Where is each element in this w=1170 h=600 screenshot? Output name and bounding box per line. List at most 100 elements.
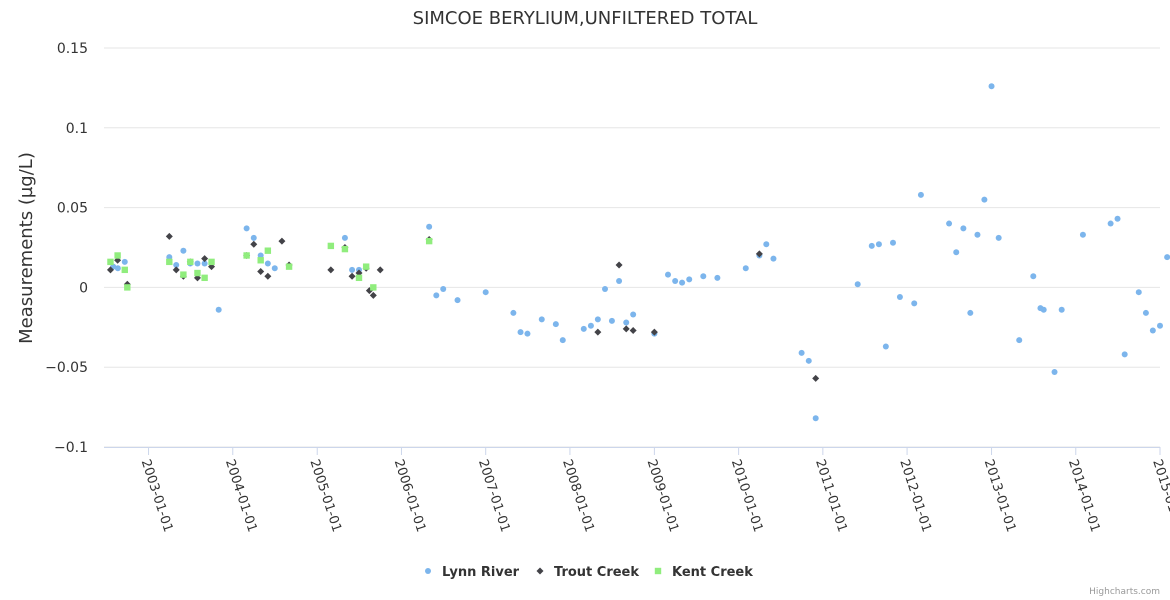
data-point-lynn-river[interactable] — [1164, 254, 1170, 261]
data-point-lynn-river[interactable] — [257, 252, 264, 259]
data-point-lynn-river[interactable] — [243, 225, 250, 232]
data-point-kent-creek[interactable] — [327, 242, 335, 250]
data-point-kent-creek[interactable] — [107, 258, 114, 266]
data-point-trout-creek[interactable] — [278, 237, 286, 245]
legend-item-kent-creek[interactable]: Kent Creek — [654, 565, 753, 580]
data-point-lynn-river[interactable] — [180, 247, 187, 254]
data-point-kent-creek[interactable] — [124, 284, 131, 291]
data-point-kent-creek[interactable] — [264, 247, 272, 254]
legend-marker-trout-creek[interactable] — [536, 567, 544, 575]
data-point-trout-creek[interactable] — [629, 326, 637, 334]
data-point-kent-creek[interactable] — [257, 257, 264, 264]
data-point-lynn-river[interactable] — [1107, 220, 1114, 227]
data-point-kent-creek[interactable] — [121, 266, 128, 274]
legend-marker-lynn-river[interactable] — [425, 568, 431, 574]
legend-marker-kent-creek[interactable] — [654, 567, 662, 575]
data-point-lynn-river[interactable] — [271, 265, 278, 272]
data-point-lynn-river[interactable] — [1121, 351, 1128, 358]
data-point-trout-creek[interactable] — [594, 328, 602, 336]
data-point-lynn-river[interactable] — [608, 317, 615, 324]
data-point-lynn-river[interactable] — [890, 239, 896, 246]
data-point-lynn-river[interactable] — [988, 83, 995, 90]
data-point-kent-creek[interactable] — [425, 237, 433, 245]
data-point-kent-creek[interactable] — [370, 284, 377, 291]
data-point-lynn-river[interactable] — [201, 260, 208, 267]
data-point-lynn-river[interactable] — [454, 297, 461, 304]
data-point-trout-creek[interactable] — [369, 291, 377, 299]
data-point-lynn-river[interactable] — [812, 415, 819, 422]
data-point-lynn-river[interactable] — [616, 278, 623, 285]
data-point-trout-creek[interactable] — [812, 374, 820, 382]
data-point-kent-creek[interactable] — [187, 258, 194, 266]
data-point-trout-creek[interactable] — [622, 325, 630, 333]
data-point-lynn-river[interactable] — [1030, 273, 1037, 280]
data-point-kent-creek[interactable] — [180, 271, 187, 278]
data-point-lynn-river[interactable] — [166, 254, 173, 261]
data-point-lynn-river[interactable] — [264, 260, 271, 267]
data-point-lynn-river[interactable] — [433, 292, 440, 299]
data-point-lynn-river[interactable] — [440, 285, 447, 292]
data-point-lynn-river[interactable] — [672, 278, 679, 285]
data-point-lynn-river[interactable] — [602, 285, 608, 292]
data-point-lynn-river[interactable] — [482, 289, 489, 296]
data-point-lynn-river[interactable] — [538, 316, 545, 323]
data-point-lynn-river[interactable] — [679, 279, 686, 286]
data-point-lynn-river[interactable] — [194, 260, 201, 267]
data-point-trout-creek[interactable] — [755, 250, 763, 258]
data-point-lynn-river[interactable] — [742, 265, 749, 272]
data-point-lynn-river[interactable] — [510, 309, 517, 316]
legend-item-trout-creek[interactable]: Trout Creek — [536, 565, 640, 580]
data-point-lynn-river[interactable] — [995, 234, 1002, 241]
data-point-lynn-river[interactable] — [587, 322, 594, 329]
data-point-lynn-river[interactable] — [981, 196, 988, 203]
data-point-lynn-river[interactable] — [917, 191, 924, 198]
data-point-kent-creek[interactable] — [166, 258, 173, 266]
data-point-trout-creek[interactable] — [264, 272, 272, 280]
data-point-lynn-river[interactable] — [946, 220, 953, 227]
data-point-kent-creek[interactable] — [341, 245, 349, 253]
data-point-lynn-river[interactable] — [1058, 306, 1065, 313]
data-point-lynn-river[interactable] — [805, 357, 812, 364]
data-point-kent-creek[interactable] — [114, 252, 121, 259]
data-point-lynn-river[interactable] — [665, 271, 671, 278]
data-point-lynn-river[interactable] — [854, 281, 861, 288]
data-point-lynn-river[interactable] — [630, 311, 637, 318]
data-point-lynn-river[interactable] — [770, 255, 777, 262]
data-point-kent-creek[interactable] — [201, 274, 208, 282]
data-point-lynn-river[interactable] — [1149, 327, 1156, 334]
data-point-lynn-river[interactable] — [1040, 306, 1047, 313]
data-point-lynn-river[interactable] — [559, 337, 566, 344]
data-point-lynn-river[interactable] — [341, 234, 348, 241]
data-point-kent-creek[interactable] — [194, 269, 201, 277]
data-point-trout-creek[interactable] — [376, 266, 384, 274]
data-point-lynn-river[interactable] — [1114, 215, 1121, 222]
data-point-kent-creek[interactable] — [285, 263, 293, 270]
data-point-lynn-river[interactable] — [524, 330, 531, 337]
data-point-kent-creek[interactable] — [208, 258, 215, 266]
data-point-trout-creek[interactable] — [327, 266, 335, 274]
credits-link[interactable]: Highcharts.com — [1089, 587, 1160, 597]
data-point-trout-creek[interactable] — [172, 266, 180, 274]
data-point-lynn-river[interactable] — [714, 274, 721, 281]
data-point-lynn-river[interactable] — [517, 329, 524, 336]
data-point-lynn-river[interactable] — [974, 231, 981, 238]
data-point-lynn-river[interactable] — [594, 316, 601, 323]
data-point-lynn-river[interactable] — [911, 300, 918, 307]
data-point-lynn-river[interactable] — [875, 241, 882, 248]
data-point-lynn-river[interactable] — [960, 225, 967, 232]
data-point-kent-creek[interactable] — [243, 252, 250, 259]
data-point-lynn-river[interactable] — [700, 273, 707, 280]
data-point-trout-creek[interactable] — [615, 261, 623, 269]
data-point-lynn-river[interactable] — [1157, 322, 1163, 329]
data-point-trout-creek[interactable] — [650, 328, 658, 336]
data-point-lynn-river[interactable] — [868, 242, 875, 249]
data-point-lynn-river[interactable] — [426, 223, 433, 230]
data-point-trout-creek[interactable] — [106, 266, 114, 274]
data-point-lynn-river[interactable] — [1079, 231, 1086, 238]
data-point-lynn-river[interactable] — [967, 309, 974, 316]
data-point-trout-creek[interactable] — [257, 267, 265, 275]
data-point-trout-creek[interactable] — [165, 232, 173, 240]
data-point-lynn-river[interactable] — [798, 349, 805, 356]
data-point-lynn-river[interactable] — [215, 306, 222, 313]
data-point-trout-creek[interactable] — [250, 240, 258, 248]
